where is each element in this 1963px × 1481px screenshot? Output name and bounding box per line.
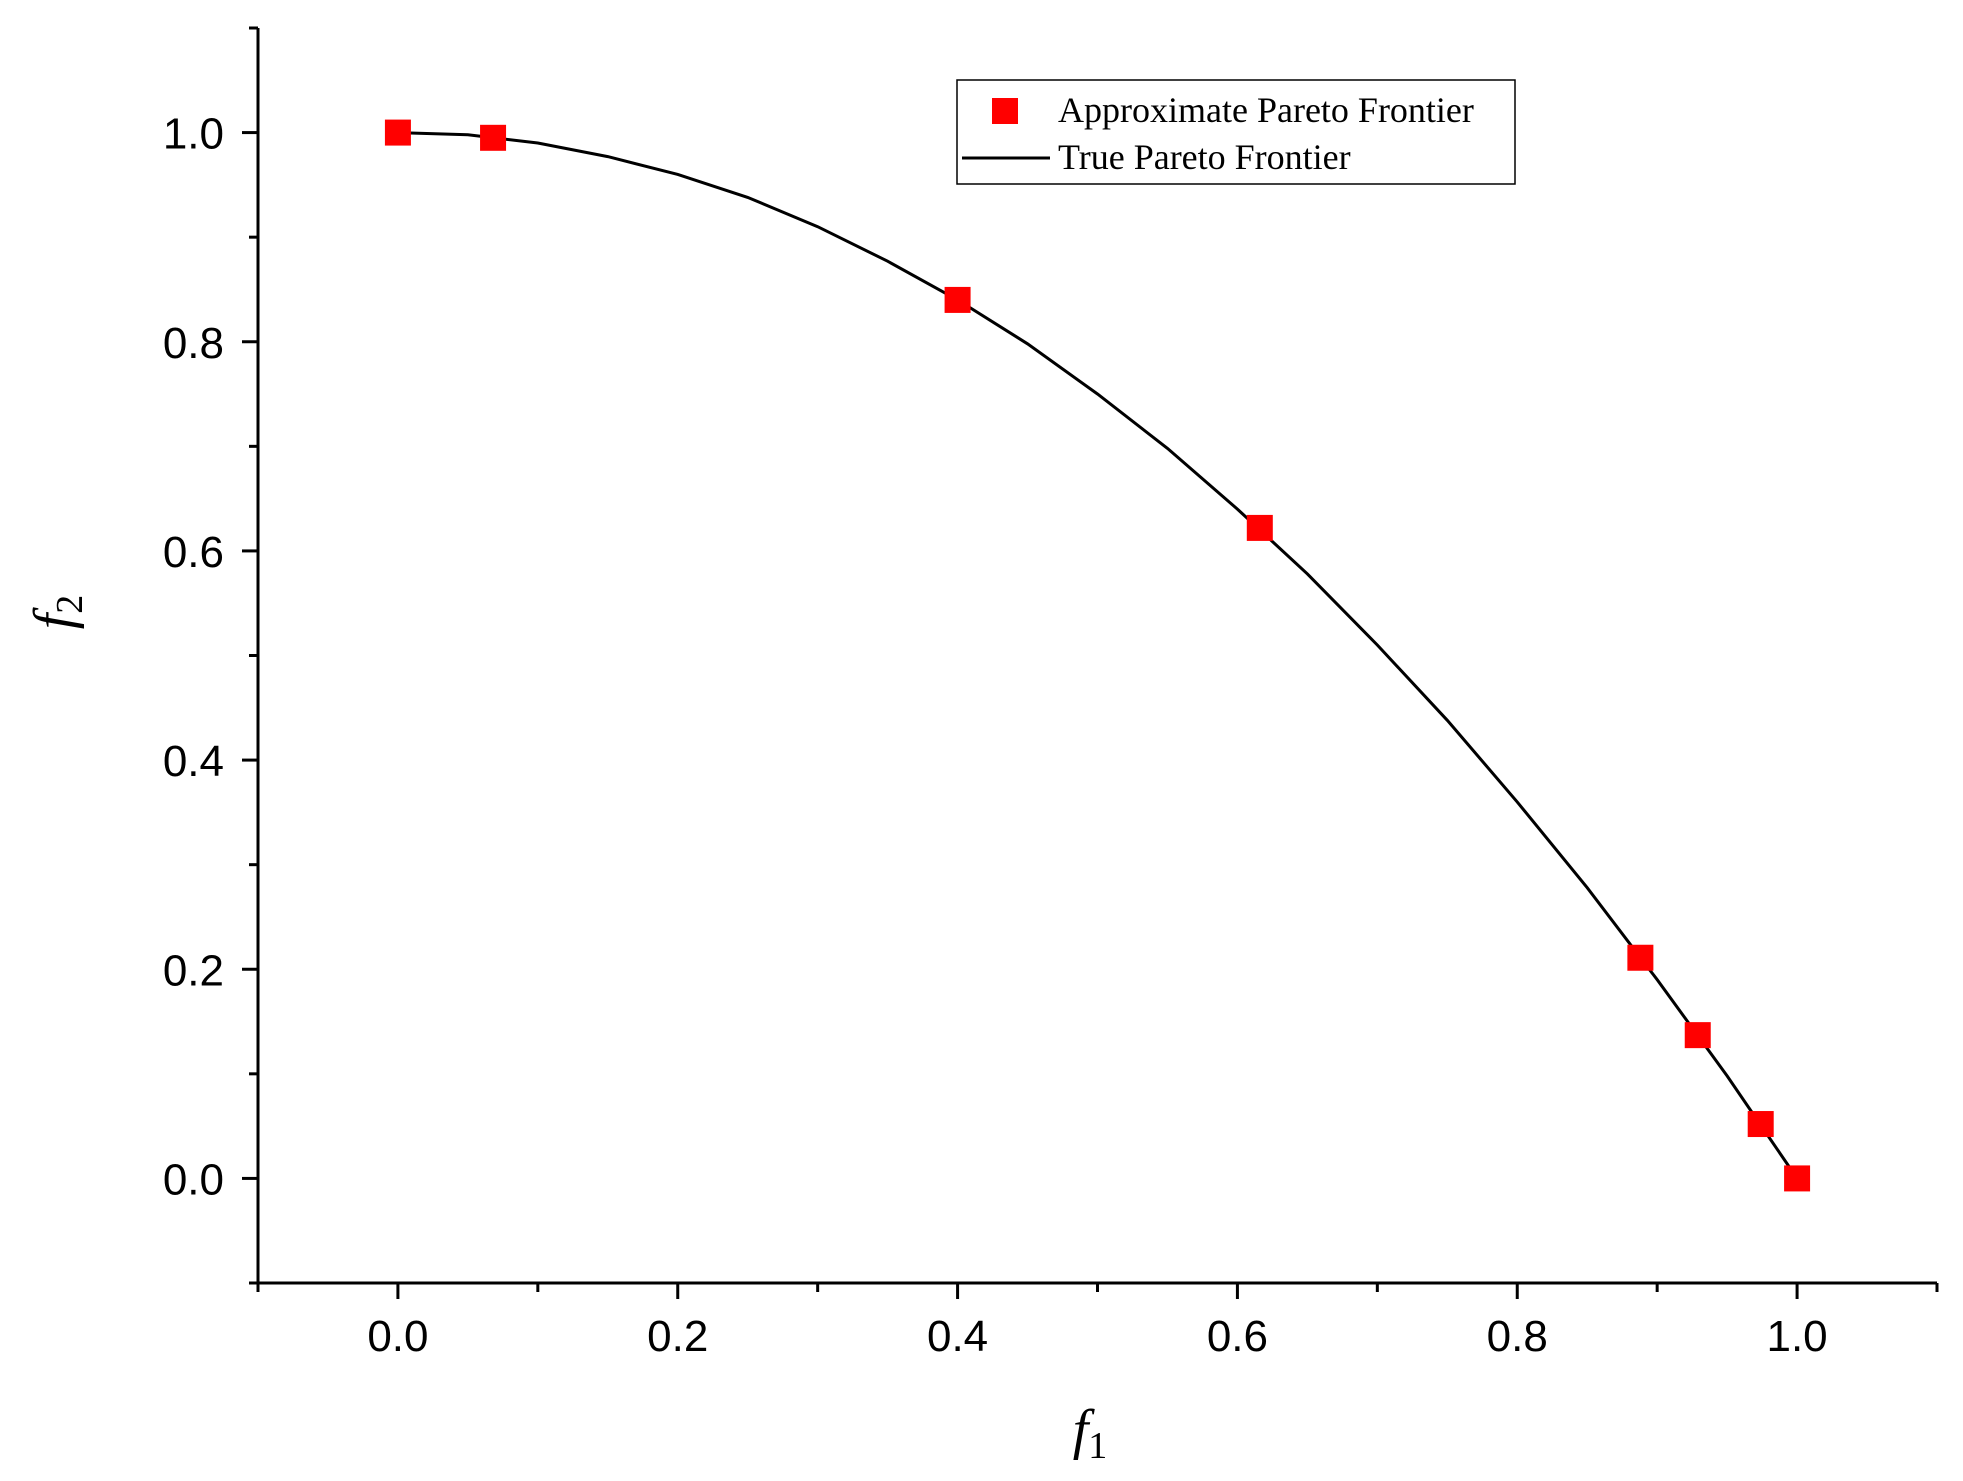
approximate-frontier-point <box>480 124 507 151</box>
approximate-frontier-point <box>1627 944 1654 971</box>
legend-marker-approximate <box>992 98 1018 124</box>
y-ticks: 0.0 0.2 0.4 0.6 0.8 1.0 <box>163 26 258 1285</box>
approximate-frontier-point <box>384 119 411 146</box>
legend-box <box>956 79 1516 185</box>
y-tick-label: 0.8 <box>163 319 224 368</box>
x-tick-label: 0.6 <box>1207 1312 1268 1361</box>
y-axis-title: f2 <box>23 595 91 630</box>
x-tick-label: 0.2 <box>647 1312 708 1361</box>
y-tick-label: 0.2 <box>163 946 224 995</box>
x-axis-title-sub: 1 <box>1088 1425 1107 1467</box>
x-tick-label: 0.4 <box>927 1312 988 1361</box>
true-pareto-frontier-line <box>397 131 1799 1180</box>
x-tick-label: 0.0 <box>367 1312 428 1361</box>
approximate-frontier-point <box>1246 514 1273 541</box>
x-axis-title: f1 <box>1073 1399 1108 1467</box>
y-tick-label: 1.0 <box>163 110 224 159</box>
x-tick-label: 0.8 <box>1487 1312 1548 1361</box>
y-tick-label: 0.4 <box>163 737 224 786</box>
legend-label-approximate: Approximate Pareto Frontier <box>1058 90 1474 130</box>
y-tick-label: 0.6 <box>163 528 224 577</box>
y-axis-title-sub: 2 <box>49 595 91 614</box>
approximate-frontier-markers <box>384 119 1811 1192</box>
y-axis-title-group: f2 <box>23 595 91 630</box>
y-tick-label: 0.0 <box>163 1155 224 1204</box>
approximate-frontier-point <box>1684 1022 1711 1049</box>
approximate-frontier-point <box>1784 1165 1811 1192</box>
approximate-frontier-point <box>944 286 971 313</box>
legend-label-true: True Pareto Frontier <box>1058 137 1351 177</box>
x-tick-label: 1.0 <box>1766 1312 1827 1361</box>
x-ticks: 0.0 0.2 0.4 0.6 0.8 1.0 <box>256 1283 1939 1361</box>
plot-area <box>384 119 1811 1192</box>
axes <box>256 28 1937 1285</box>
legend: Approximate Pareto Frontier True Pareto … <box>956 79 1516 185</box>
approximate-frontier-point <box>1747 1111 1774 1138</box>
